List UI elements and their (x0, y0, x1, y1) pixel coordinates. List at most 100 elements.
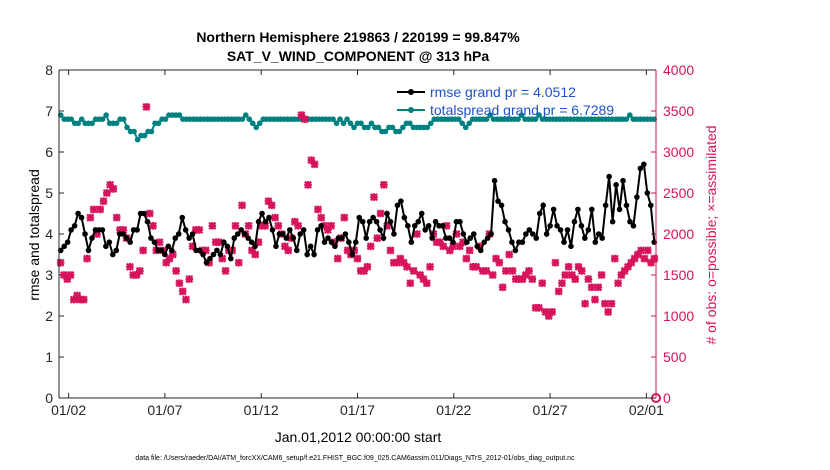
obs-assimilated-point (195, 225, 204, 234)
obs-assimilated-point (102, 189, 111, 197)
obs-assimilated-point (363, 262, 372, 271)
rmse-point (599, 235, 606, 241)
rmse-point (425, 223, 432, 229)
spread-point (536, 112, 542, 118)
obs-assimilated-point (416, 271, 425, 279)
rmse-point (429, 235, 435, 241)
obs-assimilated-point (300, 115, 309, 124)
rmse-point (498, 202, 505, 209)
rmse-point (408, 239, 415, 245)
rmse-point (349, 251, 356, 258)
spread-point (389, 124, 396, 131)
obs-assimilated-point (307, 156, 316, 165)
obs-assimilated-point (383, 221, 392, 230)
y-left-tick-label: 5 (45, 185, 53, 201)
y-left-tick-label: 8 (45, 62, 53, 78)
rmse-point (359, 218, 366, 225)
spread-point (103, 112, 109, 118)
obs-assimilated-point (551, 258, 560, 267)
obs-assimilated-point (244, 221, 253, 230)
obs-assimilated-point (99, 197, 108, 206)
obs-assimilated-point (340, 213, 349, 222)
obs-assimilated-point (79, 295, 88, 304)
obs-assimilated-point (317, 213, 326, 222)
x-tick-label: 01/17 (340, 402, 375, 418)
rmse-point (512, 247, 519, 254)
y-right-tick-label: 0 (663, 390, 671, 406)
rmse-point (644, 190, 651, 196)
obs-assimilated-point (360, 266, 369, 275)
spread-point (256, 120, 263, 127)
rmse-point (151, 239, 158, 245)
rmse-point (290, 235, 297, 241)
rmse-point (474, 243, 481, 250)
spread-point (407, 120, 413, 127)
obs-assimilated-point (640, 254, 649, 263)
x-tick-label: 01/07 (147, 402, 182, 418)
rmse-point (529, 231, 536, 237)
rmse-point (214, 247, 220, 254)
spread-point (330, 116, 336, 122)
obs-assimilated-point (145, 209, 154, 218)
rmse-point (186, 235, 192, 241)
obs-assimilated-point (261, 221, 270, 230)
obs-assimilated-point (333, 254, 342, 263)
obs-assimilated-point (366, 242, 375, 251)
obs-assimilated-point (139, 246, 148, 255)
rmse-point (221, 239, 227, 245)
obs-assimilated-point (208, 221, 217, 230)
obs-assimilated-point (442, 221, 451, 230)
rmse-point (123, 235, 130, 241)
rmse-point (394, 202, 401, 209)
rmse-point (255, 218, 262, 225)
obs-assimilated-point (66, 271, 75, 279)
rmse-point (332, 243, 338, 250)
obs-assimilated-point (525, 266, 533, 275)
rmse-point (189, 231, 196, 237)
obs-assimilated-point (571, 275, 580, 284)
rmse-point (262, 218, 269, 225)
obs-assimilated-point (264, 197, 273, 206)
rmse-point (238, 227, 245, 233)
obs-assimilated-point (435, 238, 444, 247)
obs-assimilated-point (426, 262, 435, 271)
rmse-point (585, 227, 592, 233)
rmse-point (89, 235, 95, 241)
rmse-point (439, 223, 446, 229)
obs-assimilated-point (284, 246, 293, 255)
obs-assimilated-point (498, 283, 507, 292)
rmse-point (578, 223, 585, 229)
obs-assimilated-point (627, 258, 636, 267)
obs-assimilated-point (304, 180, 313, 189)
rmse-point (634, 194, 640, 200)
rmse-point (241, 231, 248, 237)
rmse-point (582, 235, 588, 241)
spread-point (131, 128, 137, 135)
obs-assimilated-point (280, 242, 289, 251)
rmse-point (283, 235, 290, 241)
obs-assimilated-point (251, 250, 260, 259)
rmse-point (575, 206, 581, 213)
rmse-point (491, 177, 498, 184)
obs-assimilated-point (63, 275, 72, 284)
rmse-point (609, 218, 616, 225)
spread-point (242, 112, 249, 118)
obs-assimilated-point (386, 246, 395, 255)
rmse-point (280, 231, 286, 237)
rmse-point (245, 235, 251, 241)
obs-assimilated-point (69, 295, 78, 304)
obs-assimilated-point (577, 266, 586, 275)
obs-assimilated-point (234, 258, 243, 267)
obs-assimilated-point (422, 279, 431, 288)
rmse-point (64, 239, 71, 245)
obs-assimilated-point (492, 254, 501, 263)
spread-point (134, 136, 141, 143)
obs-assimilated-point (185, 275, 194, 284)
obs-assimilated-point (409, 266, 418, 275)
rmse-point (144, 218, 151, 225)
spread-point (75, 120, 82, 127)
obs-assimilated-point (56, 258, 65, 267)
spread-point (124, 124, 130, 131)
rmse-point (550, 206, 557, 213)
spread-point (239, 116, 246, 122)
